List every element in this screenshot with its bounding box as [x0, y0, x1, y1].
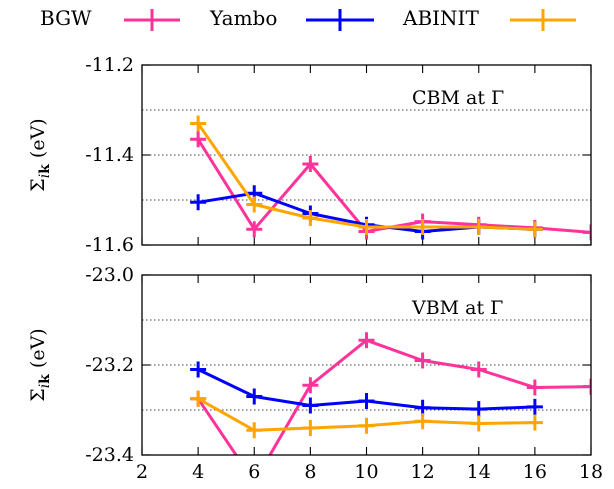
data-point-abinit — [526, 221, 543, 238]
data-point-bgw — [583, 224, 591, 241]
data-point-abinit — [302, 420, 319, 436]
data-point-yambo — [302, 397, 319, 414]
y-tick-label: -11.6 — [85, 234, 134, 256]
y-tick-label: -23.0 — [85, 264, 134, 286]
legend-swatch-bgw — [124, 9, 180, 31]
x-tick-label: 8 — [304, 461, 316, 483]
data-point-abinit — [526, 414, 543, 431]
data-point-bgw — [470, 361, 487, 378]
data-point-abinit — [246, 196, 263, 213]
panel-cbm-annotation: CBM at Γ — [412, 87, 504, 109]
panel-vbm-annotation: VBM at Γ — [411, 297, 503, 319]
x-tick-label: 10 — [354, 461, 378, 483]
data-point-yambo — [358, 393, 375, 409]
series-line-bgw — [196, 138, 591, 234]
data-point-yambo — [414, 399, 431, 416]
legend-label-yambo: Yambo — [209, 6, 277, 30]
y-tick-label: -11.4 — [85, 144, 134, 166]
data-point-abinit — [358, 417, 375, 434]
data-point-yambo — [470, 401, 487, 418]
x-tick-label: 16 — [523, 461, 547, 483]
legend-label-abinit: ABINIT — [402, 6, 479, 30]
x-tick-label: 6 — [248, 461, 260, 483]
data-point-abinit — [358, 219, 375, 235]
series-line-bgw — [196, 338, 591, 455]
legend-swatch-yambo — [306, 9, 374, 31]
data-point-abinit — [302, 210, 319, 226]
x-tick-label: 4 — [192, 461, 204, 483]
y-tick-label: -11.2 — [85, 54, 134, 76]
x-tick-label: 18 — [579, 461, 603, 483]
legend: BGW Yambo ABINIT — [40, 6, 576, 31]
panel-vbm-ylabel: Σik (eV) — [27, 328, 53, 401]
data-point-yambo — [190, 194, 207, 211]
data-point-abinit — [414, 219, 431, 235]
data-point-abinit — [470, 415, 487, 432]
data-point-bgw — [526, 379, 543, 396]
x-tick-label: 12 — [411, 461, 435, 483]
data-point-yambo — [526, 398, 543, 415]
data-point-bgw — [358, 332, 375, 349]
y-tick-label: -23.2 — [85, 354, 134, 376]
data-point-yambo — [246, 388, 263, 405]
legend-label-bgw: BGW — [40, 6, 92, 30]
data-point-yambo — [190, 361, 207, 378]
data-point-bgw — [302, 377, 319, 394]
data-point-abinit — [246, 422, 263, 439]
panel-vbm-frame — [141, 274, 592, 456]
data-point-abinit — [190, 390, 207, 407]
data-point-bgw — [190, 131, 207, 148]
data-point-bgw — [583, 378, 591, 395]
panel-cbm: -11.2 -11.4 -11.6 CBM at Γ Σik (eV) — [27, 54, 592, 256]
data-point-abinit — [470, 219, 487, 235]
panel-cbm-ylabel: Σik (eV) — [27, 118, 53, 191]
series-line-abinit — [196, 122, 535, 231]
x-tick-label: 14 — [467, 461, 491, 483]
data-point-bgw — [414, 352, 431, 369]
panel-vbm: -23.0-23.2-23.4 2 4 6 8 10 12 14 16 18 VBM at Γ … — [27, 264, 603, 483]
data-point-abinit — [414, 413, 431, 430]
legend-swatch-abinit — [510, 9, 576, 31]
x-tick-label: 2 — [136, 461, 148, 483]
data-point-bgw — [246, 221, 263, 238]
y-tick-label: -23.4 — [85, 444, 134, 466]
data-point-abinit — [190, 115, 207, 132]
panel-cbm-frame — [141, 64, 592, 246]
data-point-bgw — [302, 156, 319, 172]
